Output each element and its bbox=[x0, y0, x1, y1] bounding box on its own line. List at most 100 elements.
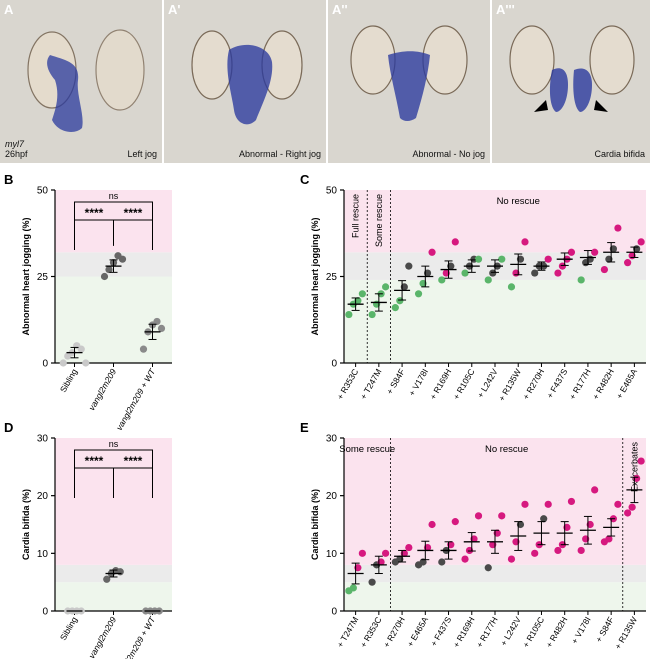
x-tick-label: + T247M bbox=[335, 615, 360, 649]
data-point bbox=[567, 497, 576, 506]
data-point bbox=[381, 549, 390, 557]
panel-letter: D bbox=[4, 420, 13, 435]
data-point bbox=[637, 238, 645, 246]
panel-caption: Abnormal - Right jog bbox=[238, 149, 321, 159]
x-tick-label: + L242V bbox=[475, 367, 500, 400]
data-point bbox=[544, 255, 552, 263]
data-point bbox=[391, 304, 399, 312]
y-axis-label: Cardia bifida (%) bbox=[21, 489, 31, 560]
chart-b: B 0 25 50 Abnormal heart jogging (%) Sibling v… bbox=[4, 172, 172, 432]
data-point bbox=[521, 500, 529, 508]
x-tick-label: + F437S bbox=[545, 367, 570, 400]
significance-bracket bbox=[74, 201, 153, 232]
data-point bbox=[577, 276, 585, 284]
data-point bbox=[438, 276, 446, 284]
x-tick-label: + F437S bbox=[428, 615, 453, 648]
x-tick-label: Sibling bbox=[58, 367, 80, 394]
x-tick-label: vangl2m209 + WT bbox=[114, 366, 158, 432]
micrograph-a-triple-prime-image bbox=[509, 25, 635, 112]
x-tick-label: + S84F bbox=[384, 367, 406, 396]
data-point bbox=[461, 555, 469, 563]
x-tick-label: + L242V bbox=[498, 615, 523, 648]
y-tick-label: 50 bbox=[37, 186, 49, 197]
data-point bbox=[405, 262, 413, 270]
x-tick-label: vangl2m209 bbox=[86, 615, 118, 659]
region-label: No rescue bbox=[497, 196, 540, 207]
panel-label: A' bbox=[168, 2, 181, 17]
x-tick-label: + V178I bbox=[407, 367, 430, 398]
data-point bbox=[591, 486, 599, 494]
y-tick-label: 10 bbox=[326, 549, 338, 560]
x-tick-label: + T247M bbox=[358, 367, 383, 401]
data-point bbox=[100, 272, 109, 281]
micrograph-a-prime-image bbox=[191, 30, 303, 125]
data-point bbox=[591, 248, 599, 256]
data-point bbox=[554, 269, 562, 277]
micrograph-panel-a-triple-prime: A''' Cardia bifida bbox=[492, 0, 650, 163]
stage-label: 26hpf bbox=[5, 149, 28, 159]
background-band-green bbox=[344, 582, 646, 611]
data-point bbox=[614, 224, 622, 232]
background-band-green bbox=[344, 279, 646, 363]
data-point bbox=[451, 238, 459, 246]
significance-label: ns bbox=[109, 191, 119, 201]
data-point bbox=[567, 248, 576, 256]
y-tick-label: 0 bbox=[42, 607, 48, 618]
data-point bbox=[544, 500, 552, 508]
region-label: Full rescue bbox=[351, 194, 361, 238]
x-tick-label: + R135W bbox=[613, 615, 639, 651]
data-point bbox=[358, 290, 366, 298]
y-tick-label: 50 bbox=[326, 186, 338, 197]
data-point bbox=[540, 515, 548, 523]
x-tick-label: + R105C bbox=[451, 367, 477, 401]
x-tick-label: + R105C bbox=[521, 615, 547, 649]
background-band-pink bbox=[344, 190, 646, 253]
y-tick-label: 0 bbox=[42, 359, 48, 370]
gene-name: myl7 bbox=[5, 139, 25, 149]
y-tick-label: 20 bbox=[326, 491, 338, 502]
panel-label: A bbox=[4, 2, 14, 17]
data-point bbox=[577, 546, 585, 555]
data-point bbox=[59, 359, 67, 367]
y-tick-label: 10 bbox=[37, 549, 49, 560]
panel-caption: Cardia bifida bbox=[594, 149, 645, 159]
data-point bbox=[358, 549, 366, 557]
data-point bbox=[554, 546, 562, 555]
x-tick-label: + E465A bbox=[614, 367, 639, 401]
chart-d: D 0 10 20 30 Cardia bifida (%) Sibling vangl2m2… bbox=[4, 420, 172, 659]
data-point bbox=[507, 283, 516, 291]
x-tick-label: + R270H bbox=[381, 615, 407, 649]
micrograph-panel-a: A myl7 26hpf Left jog bbox=[0, 0, 162, 163]
x-tick-label: + R482H bbox=[544, 615, 570, 649]
x-tick-label: + R135W bbox=[496, 367, 522, 403]
data-point bbox=[116, 568, 124, 576]
data-point bbox=[157, 324, 166, 332]
data-point bbox=[405, 543, 413, 552]
significance-label: **** bbox=[85, 454, 104, 468]
data-point bbox=[451, 518, 459, 526]
micrograph-a-image bbox=[27, 29, 145, 132]
panel-letter: E bbox=[300, 420, 309, 435]
region-label: Some rescue bbox=[374, 194, 384, 247]
x-tick-label: vangl2m209 + WT bbox=[114, 614, 158, 659]
significance-label: **** bbox=[124, 454, 143, 468]
x-tick-label: + S84F bbox=[593, 615, 615, 644]
panel-label: A''' bbox=[496, 2, 515, 17]
y-tick-label: 0 bbox=[331, 359, 337, 370]
data-point bbox=[428, 520, 436, 529]
data-point bbox=[345, 310, 353, 319]
significance-bracket bbox=[113, 467, 153, 498]
data-point bbox=[419, 558, 427, 566]
data-point bbox=[461, 269, 469, 277]
data-point bbox=[531, 549, 539, 557]
data-point bbox=[414, 290, 423, 298]
region-label: Exacerbates bbox=[629, 442, 639, 493]
significance-label: ns bbox=[109, 439, 119, 449]
data-point bbox=[77, 345, 85, 353]
y-tick-label: 30 bbox=[326, 434, 338, 445]
y-tick-label: 20 bbox=[37, 491, 49, 502]
x-tick-label: + E465A bbox=[405, 615, 430, 649]
